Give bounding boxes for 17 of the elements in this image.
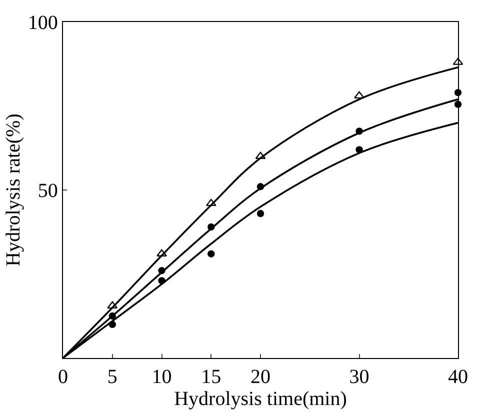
y-tick-label: 100: [28, 12, 58, 34]
x-tick-label: 5: [107, 366, 118, 388]
x-tick-label: 40: [448, 366, 468, 388]
point: [354, 91, 364, 99]
point: [107, 301, 118, 309]
point: [156, 249, 167, 256]
y-tick-label: 50: [38, 180, 58, 202]
x-tick-label: 20: [250, 366, 270, 388]
x-tick-label: 0: [58, 366, 68, 388]
point: [206, 198, 216, 206]
point: [256, 210, 264, 218]
point: [208, 250, 215, 258]
y-axis-title: Hydrolysis rate(%): [2, 114, 24, 266]
x-tick-label: 30: [349, 366, 370, 388]
x-axis-title: Hydrolysis time(min): [174, 388, 347, 410]
x-tick-label: 15: [201, 366, 222, 388]
x-tick-label: 10: [152, 366, 172, 388]
